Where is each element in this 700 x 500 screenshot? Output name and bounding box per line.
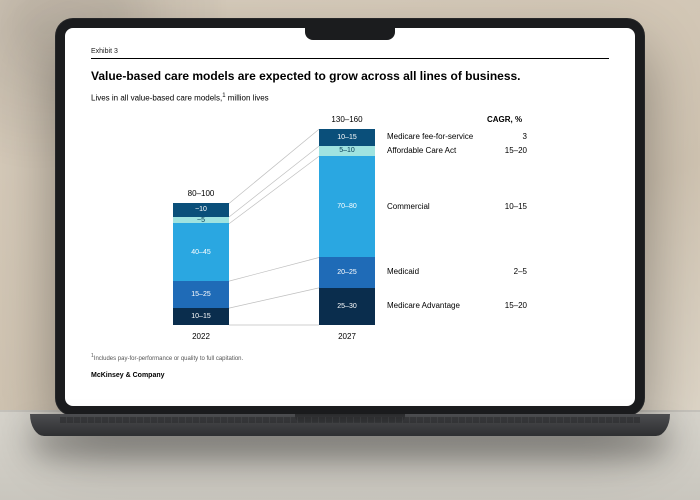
subtitle: Lives in all value-based care models,1 m… <box>91 93 609 103</box>
bar-2027: 10–155–1070–8020–2525–30 <box>319 129 375 325</box>
bar-total-2022: 80–100 <box>173 189 229 198</box>
series-cagr: 15–20 <box>487 146 527 155</box>
seg-commercial: 70–80 <box>319 156 375 257</box>
bar-total-2027: 130–160 <box>319 115 375 124</box>
bar-2022: ~10~540–4515–2510–15 <box>173 203 229 325</box>
seg-medicare_ffs: ~10 <box>173 203 229 217</box>
exhibit-label: Exhibit 3 <box>91 48 609 55</box>
footnote: 1Includes pay-for-performance or quality… <box>91 353 609 362</box>
document: Exhibit 3 Value-based care models are ex… <box>65 28 635 406</box>
laptop-notch <box>305 28 395 40</box>
seg-medicaid: 15–25 <box>173 281 229 308</box>
series-cagr: 10–15 <box>487 202 527 211</box>
series-name: Medicare Advantage <box>387 301 487 310</box>
series-cagr: 2–5 <box>487 267 527 276</box>
top-rule <box>91 58 609 59</box>
series-name: Affordable Care Act <box>387 146 487 155</box>
keyboard-hint <box>60 417 640 423</box>
cagr-heading-text: CAGR, % <box>487 115 522 124</box>
seg-medicare_ffs: 10–15 <box>319 129 375 146</box>
brand-label: McKinsey & Company <box>91 372 609 379</box>
series-label-aca: Affordable Care Act15–20 <box>387 146 527 155</box>
series-label-medicare_advantage: Medicare Advantage15–20 <box>387 301 527 310</box>
seg-medicare_advantage: 10–15 <box>173 308 229 325</box>
page-title: Value-based care models are expected to … <box>91 69 609 83</box>
series-label-commercial: Commercial10–15 <box>387 202 527 211</box>
seg-aca: ~5 <box>173 217 229 224</box>
subtitle-text: Lives in all value-based care models, <box>91 94 222 103</box>
footnote-text: Includes pay-for-performance or quality … <box>94 356 243 362</box>
cagr-heading: CAGR, % <box>487 115 522 124</box>
seg-medicare_advantage: 25–30 <box>319 288 375 325</box>
subtitle-footnote-marker: 1 <box>222 93 225 99</box>
laptop-lid: Exhibit 3 Value-based care models are ex… <box>55 18 645 416</box>
laptop: Exhibit 3 Value-based care models are ex… <box>55 18 645 436</box>
seg-commercial: 40–45 <box>173 223 229 280</box>
year-label-2022: 2022 <box>173 332 229 341</box>
laptop-screen: Exhibit 3 Value-based care models are ex… <box>65 28 635 406</box>
series-name: Medicaid <box>387 267 487 276</box>
series-cagr: 15–20 <box>487 301 527 310</box>
series-name: Commercial <box>387 202 487 211</box>
year-label-2027: 2027 <box>319 332 375 341</box>
series-cagr: 3 <box>487 132 527 141</box>
series-label-medicaid: Medicaid2–5 <box>387 267 527 276</box>
seg-aca: 5–10 <box>319 146 375 156</box>
seg-medicaid: 20–25 <box>319 257 375 287</box>
subtitle-unit: million lives <box>228 94 269 103</box>
series-label-medicare_ffs: Medicare fee-for-service3 <box>387 132 527 141</box>
laptop-base <box>30 414 670 436</box>
series-name: Medicare fee-for-service <box>387 132 487 141</box>
stacked-bar-chart: CAGR, % ~10~540–4515–2510–1580–100202210… <box>91 107 609 347</box>
